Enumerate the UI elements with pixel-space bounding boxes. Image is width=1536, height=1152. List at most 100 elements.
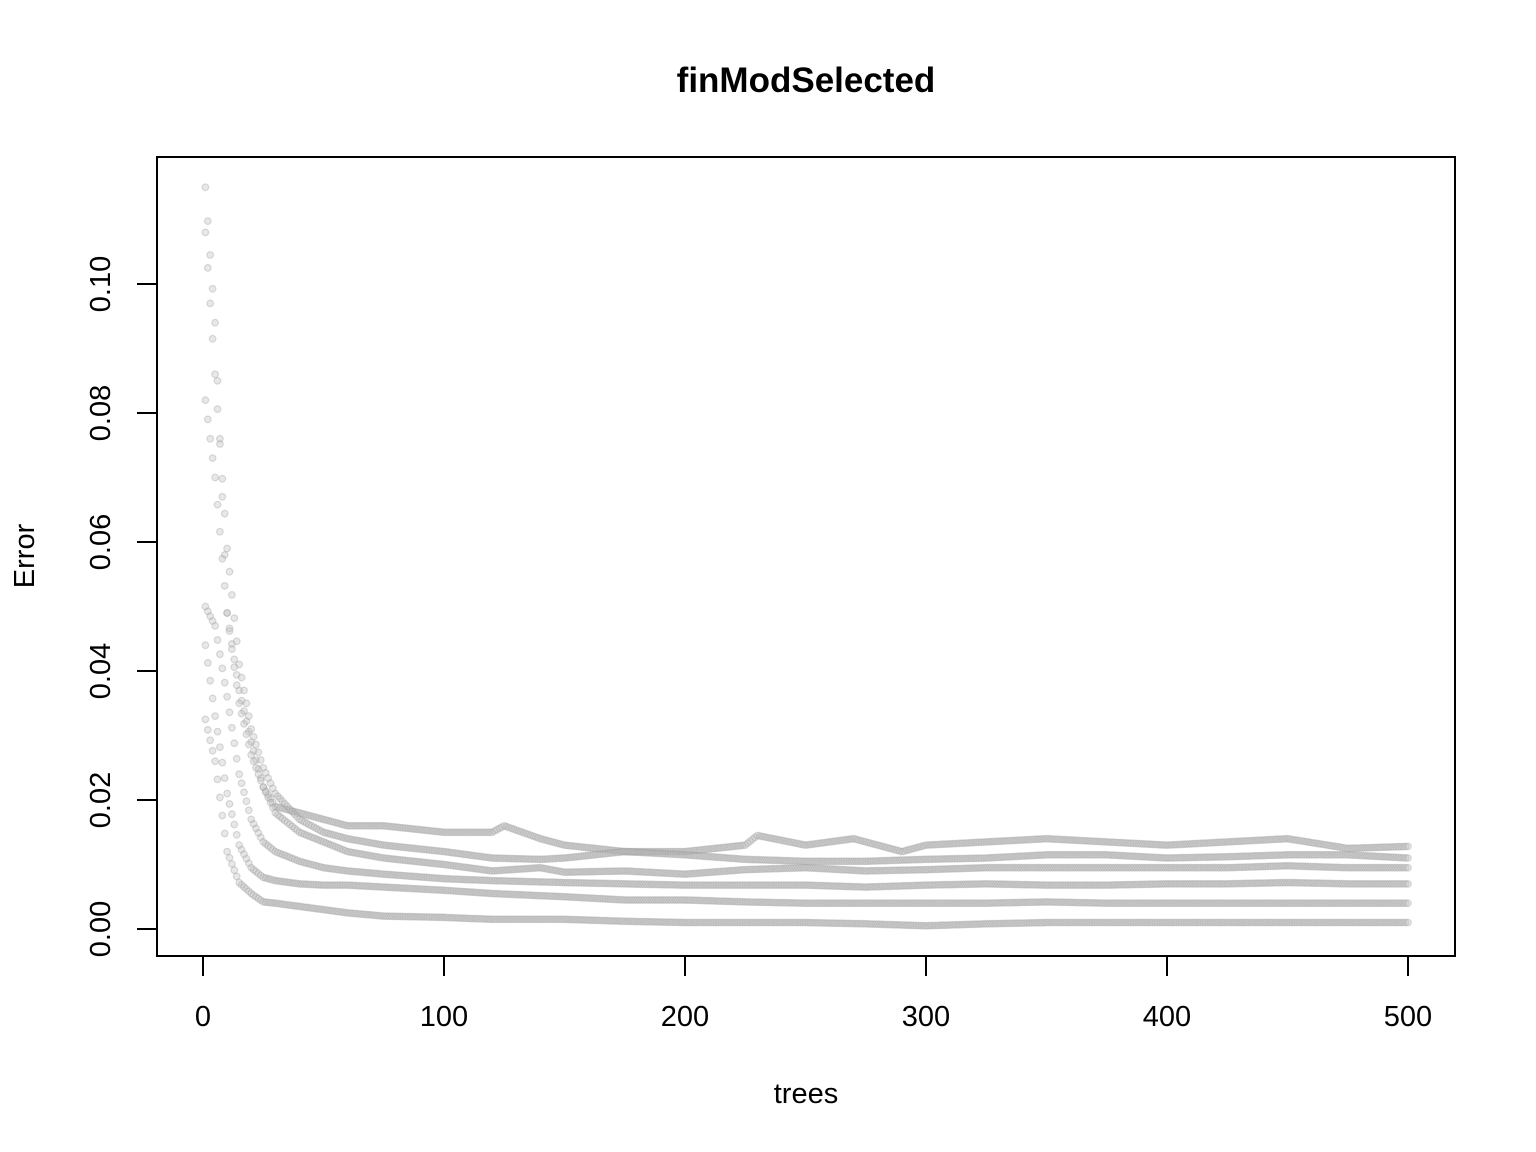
data-point — [1399, 842, 1408, 851]
data-point — [632, 847, 641, 856]
data-point — [505, 854, 514, 863]
data-point — [859, 837, 868, 846]
data-point — [1090, 837, 1099, 846]
data-point — [787, 856, 795, 865]
data-point — [538, 835, 547, 844]
data-point — [707, 852, 716, 861]
data-point — [230, 663, 239, 671]
data-point — [213, 775, 222, 784]
data-point — [690, 851, 699, 860]
data-point — [1201, 839, 1210, 847]
data-point — [1095, 837, 1104, 846]
data-point — [218, 492, 227, 501]
data-point — [847, 857, 856, 866]
data-point — [1047, 835, 1056, 843]
data-point — [982, 838, 991, 846]
data-point — [878, 842, 887, 851]
data-point — [358, 837, 367, 846]
data-point — [823, 838, 832, 847]
data-point — [490, 827, 499, 835]
data-point — [635, 847, 644, 856]
data-point — [293, 812, 301, 821]
data-point — [483, 853, 492, 862]
data-point — [755, 832, 764, 840]
data-point — [1160, 841, 1169, 849]
data-point — [1401, 842, 1410, 851]
data-point — [247, 725, 256, 733]
data-point — [816, 857, 824, 866]
data-point — [269, 784, 277, 793]
data-point — [1018, 836, 1027, 844]
data-point — [389, 842, 398, 851]
data-point — [416, 825, 424, 834]
data-point — [1155, 840, 1164, 849]
data-point — [367, 821, 376, 830]
data-point — [611, 848, 619, 857]
data-point — [712, 853, 721, 862]
data-point — [936, 840, 945, 849]
data-point — [1404, 863, 1412, 872]
data-point — [1187, 840, 1195, 848]
data-point — [543, 855, 552, 863]
data-point — [854, 836, 863, 844]
data-point — [560, 854, 569, 862]
data-point — [531, 833, 540, 841]
data-point — [276, 794, 285, 803]
data-point — [218, 474, 227, 483]
data-point — [758, 856, 766, 864]
data-point — [1100, 837, 1109, 846]
data-point — [363, 838, 371, 846]
data-point — [461, 828, 470, 837]
data-point — [782, 856, 791, 865]
data-point — [413, 844, 422, 853]
data-point — [244, 712, 253, 720]
data-point — [553, 839, 562, 848]
data-point — [666, 850, 675, 858]
data-point — [599, 845, 607, 854]
data-point — [418, 826, 427, 834]
data-point — [755, 855, 764, 864]
data-point — [481, 853, 489, 861]
data-point — [223, 544, 232, 553]
data-point — [227, 591, 236, 599]
data-point — [960, 839, 969, 847]
data-point — [247, 738, 256, 746]
data-point — [449, 828, 458, 837]
data-point — [488, 854, 497, 862]
data-point — [203, 415, 212, 424]
data-point — [488, 828, 497, 837]
data-point — [970, 838, 979, 847]
data-point — [695, 846, 704, 854]
data-point — [293, 808, 301, 817]
data-point — [589, 844, 598, 853]
data-point — [464, 828, 473, 837]
data-point — [654, 849, 663, 858]
data-point — [608, 846, 617, 855]
data-point — [743, 855, 752, 864]
data-point — [604, 849, 612, 858]
data-point — [322, 829, 330, 837]
data-point — [1049, 835, 1058, 843]
data-point — [837, 836, 846, 845]
data-point — [502, 822, 511, 831]
data-point — [1273, 835, 1282, 844]
data-point — [244, 727, 253, 736]
data-point — [497, 823, 506, 831]
data-point — [454, 828, 463, 837]
data-point — [567, 853, 576, 862]
data-point — [570, 842, 578, 851]
data-point — [565, 841, 574, 850]
data-point — [760, 856, 769, 864]
data-point — [471, 828, 480, 837]
data-point — [500, 854, 509, 863]
data-point — [589, 851, 598, 859]
data-point — [203, 659, 212, 667]
data-point — [526, 831, 535, 840]
data-point — [734, 842, 742, 850]
data-point — [1382, 843, 1391, 851]
data-point — [290, 810, 299, 819]
data-point — [425, 846, 434, 854]
data-point — [215, 793, 224, 802]
data-point — [579, 843, 588, 852]
